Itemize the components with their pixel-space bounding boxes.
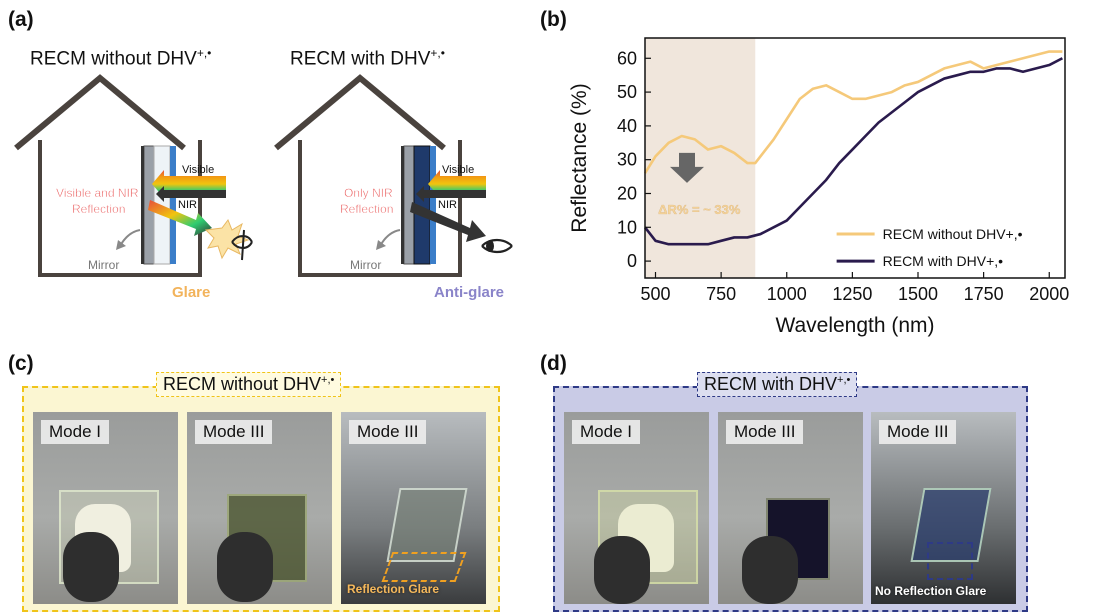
x-axis-label: Wavelength (nm) [775, 314, 934, 337]
right-house-title-sup: +,• [430, 46, 445, 60]
right-reflection-line2: Reflection [340, 202, 393, 216]
y-tick-label: 20 [617, 183, 637, 203]
left-nir-arrow [156, 186, 226, 202]
photo-c-mode3-label: Mode III [195, 420, 273, 444]
y-tick-label: 40 [617, 116, 637, 136]
panel-c-tag-sup: +,• [321, 374, 335, 386]
legend-label-without: RECM without DHV+,• [883, 226, 1023, 242]
bear-figure [63, 532, 119, 602]
left-mirror-label: Mirror [88, 258, 119, 272]
photo-c-mode1-label: Mode I [41, 420, 109, 444]
y-tick-label: 60 [617, 48, 637, 68]
panel-a-label: (a) [8, 8, 34, 31]
reflection-glare-caption: Reflection Glare [347, 582, 440, 596]
photo-d-mode1: Mode I [564, 412, 709, 604]
bear-figure [742, 536, 798, 604]
y-tick-label: 30 [617, 150, 637, 170]
panel-d-label: (d) [540, 352, 567, 375]
glare-label: Glare [172, 284, 211, 301]
y-tick-label: 10 [617, 217, 637, 237]
left-house-title-sup: +,• [196, 46, 212, 60]
panel-c-tag: RECM without DHV+,• [156, 372, 342, 397]
down-arrow-icon [670, 152, 704, 183]
panel-d-tag-sup: +,• [837, 374, 851, 386]
y-axis-label: Reflectance (%) [568, 83, 591, 232]
right-mirror-label: Mirror [350, 258, 381, 272]
x-tick-label: 1750 [964, 284, 1004, 304]
photo-c-reflection-label: Mode III [349, 420, 427, 444]
panel-b-label: (b) [540, 8, 567, 31]
x-tick-label: 1500 [898, 284, 938, 304]
right-house-title-text: RECM with DHV [290, 48, 431, 70]
left-house-roof [14, 74, 186, 151]
series-line-with [643, 57, 1063, 246]
photo-c-mode3: Mode III [187, 412, 332, 604]
photo-c-mode1: Mode I [33, 412, 178, 604]
reflectance-chart: 500 750 1000 1250 1500 1750 20000102030405060 … [568, 37, 1069, 337]
photo-d-reflection: Mode III No Reflection Glare [871, 412, 1016, 604]
antiglare-label: Anti-glare [434, 284, 505, 301]
series-line-without [643, 50, 1063, 174]
no-glare-region [927, 542, 973, 580]
photo-d-mode1-label: Mode I [572, 420, 640, 444]
y-tick-label: 0 [627, 251, 637, 271]
eye-icon [481, 238, 513, 254]
legend-label-with: RECM with DHV+,• [883, 253, 1004, 269]
x-tick-label: 1250 [832, 284, 872, 304]
glare-region [381, 552, 467, 582]
panel-c-tag-text: RECM without DHV [163, 374, 322, 394]
photo-d-mode3-label: Mode III [726, 420, 804, 444]
no-reflection-glare-caption: No Reflection Glare [875, 584, 987, 598]
bear-figure [594, 536, 650, 604]
left-reflection-line1: Visible and NIR [56, 186, 139, 200]
x-tick-label: 1000 [767, 284, 807, 304]
glare-burst-icon [204, 218, 250, 260]
photo-c-reflection: Mode III Reflection Glare [341, 412, 486, 604]
right-visible-label: Visible [442, 164, 474, 176]
house-diagrams: Visible NIR Visible and NIR Reflection M… [14, 74, 513, 277]
panel-d-tag: RECM with DHV+,• [697, 372, 858, 397]
left-reflection-arrow [148, 200, 212, 236]
plot-frame [644, 37, 1066, 279]
bear-figure [217, 532, 273, 602]
right-house-title: RECM with DHV+,• [290, 46, 445, 70]
delta-annotation: ΔR% = ~ 33% [658, 202, 741, 217]
right-house-roof [274, 74, 446, 151]
photo-d-reflection-label: Mode III [879, 420, 957, 444]
left-visible-label: Visible [182, 164, 214, 176]
left-reflection-line2: Reflection [72, 202, 125, 216]
left-house-title-text: RECM without DHV [30, 48, 197, 70]
crossed-eye-icon [231, 229, 253, 261]
right-reflection-arrow [410, 202, 486, 242]
right-house-walls [298, 140, 462, 277]
legend: RECM without DHV+,• RECM with DHV+,• [836, 226, 1023, 269]
panel-c-label: (c) [8, 352, 34, 375]
left-house [14, 74, 253, 277]
left-house-walls [38, 140, 202, 277]
right-nir-label: NIR [438, 199, 457, 211]
x-tick-label: 2000 [1029, 284, 1069, 304]
left-nir-label: NIR [178, 199, 197, 211]
photo-d-mode3: Mode III [718, 412, 863, 604]
right-nir-arrow [416, 186, 486, 202]
x-tick-label: 750 [706, 284, 736, 304]
right-house [274, 74, 513, 277]
y-tick-label: 50 [617, 82, 637, 102]
panel-d-tag-text: RECM with DHV [704, 374, 838, 394]
left-house-title: RECM without DHV+,• [30, 46, 211, 70]
x-tick-label: 500 [640, 284, 670, 304]
right-reflection-line1: Only NIR [344, 186, 393, 200]
tilted-glass [386, 488, 468, 562]
